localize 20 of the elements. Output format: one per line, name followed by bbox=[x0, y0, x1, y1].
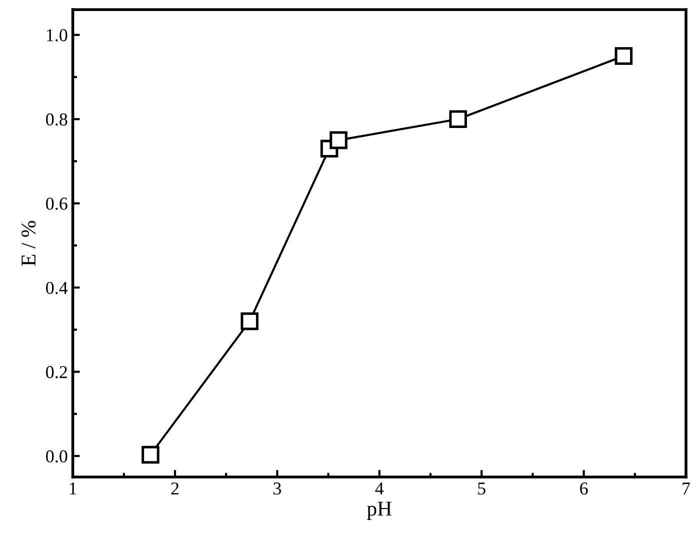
x-axis-title: pH bbox=[367, 502, 392, 520]
y-tick-label: 0.6 bbox=[46, 198, 68, 210]
y-tick-label: 0.2 bbox=[46, 366, 67, 378]
x-tick-label: 5 bbox=[478, 482, 486, 495]
x-tick-label: 4 bbox=[375, 482, 384, 494]
y-tick-label: 0.8 bbox=[46, 113, 68, 126]
y-tick-label: 0.0 bbox=[46, 450, 68, 463]
y-axis-title: E / % bbox=[22, 220, 36, 266]
point bbox=[449, 110, 467, 128]
x-tick-label: 2 bbox=[171, 482, 179, 494]
x-tick-label: 1 bbox=[70, 482, 76, 494]
point bbox=[330, 131, 348, 150]
y-tick-label: 1.0 bbox=[46, 29, 68, 42]
point bbox=[614, 47, 633, 65]
x-tick-label: 3 bbox=[274, 482, 282, 495]
x-tick-label: 6 bbox=[580, 482, 588, 495]
point bbox=[240, 312, 258, 330]
point bbox=[142, 446, 160, 464]
x-tick-label: 7 bbox=[682, 482, 690, 494]
y-tick-label: 0.4 bbox=[46, 282, 68, 294]
